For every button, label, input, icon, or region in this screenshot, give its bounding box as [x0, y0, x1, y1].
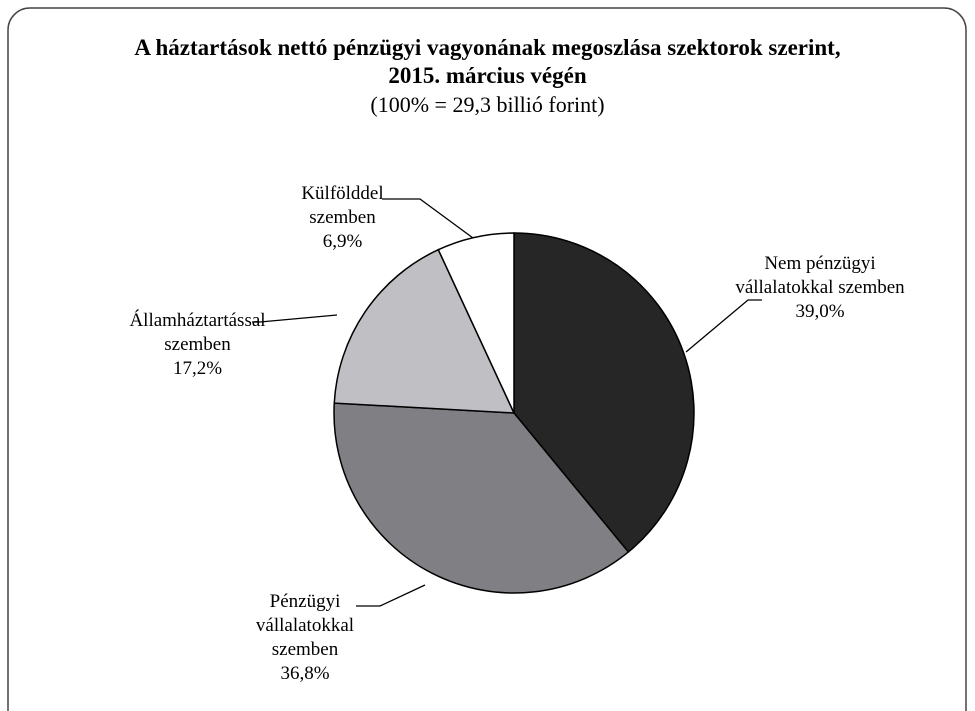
- category-label: Pénzügyi vállalatokkal szemben: [255, 591, 355, 660]
- category-label: Külfölddel szemben: [301, 183, 384, 228]
- category-label: Nem pénzügyi vállalatokkal szemben: [735, 253, 905, 298]
- leader-line: [382, 198, 474, 239]
- leader-line: [252, 314, 338, 323]
- slices: [333, 232, 695, 594]
- pie-slice: [333, 402, 630, 594]
- slice-label: Pénzügyi vállalatokkal szemben 36,8%: [225, 590, 385, 686]
- category-label: Államháztartással szemben: [129, 310, 266, 355]
- pie-slice: [333, 248, 516, 414]
- pie-slice: [437, 232, 515, 414]
- frame: [7, 7, 967, 711]
- chart-title: A háztartások nettó pénzügyi vagyonának …: [134, 35, 841, 88]
- pie-slice: [513, 232, 695, 554]
- slice-label: Nem pénzügyi vállalatokkal szemben 39,0%: [735, 252, 905, 324]
- chart-subtitle: (100% = 29,3 billió forint): [370, 92, 605, 117]
- value-label: 36,8%: [280, 663, 330, 684]
- value-label: 17,2%: [172, 358, 223, 379]
- value-label: 6,9%: [322, 231, 363, 252]
- leader-line: [356, 584, 426, 607]
- slice-label: Államháztartással szemben 17,2%: [110, 309, 285, 381]
- leader-lines: [252, 198, 762, 607]
- leader-line: [685, 299, 762, 353]
- value-label: 39,0%: [795, 301, 845, 322]
- slice-label: Külfölddel szemben 6,9%: [285, 182, 400, 254]
